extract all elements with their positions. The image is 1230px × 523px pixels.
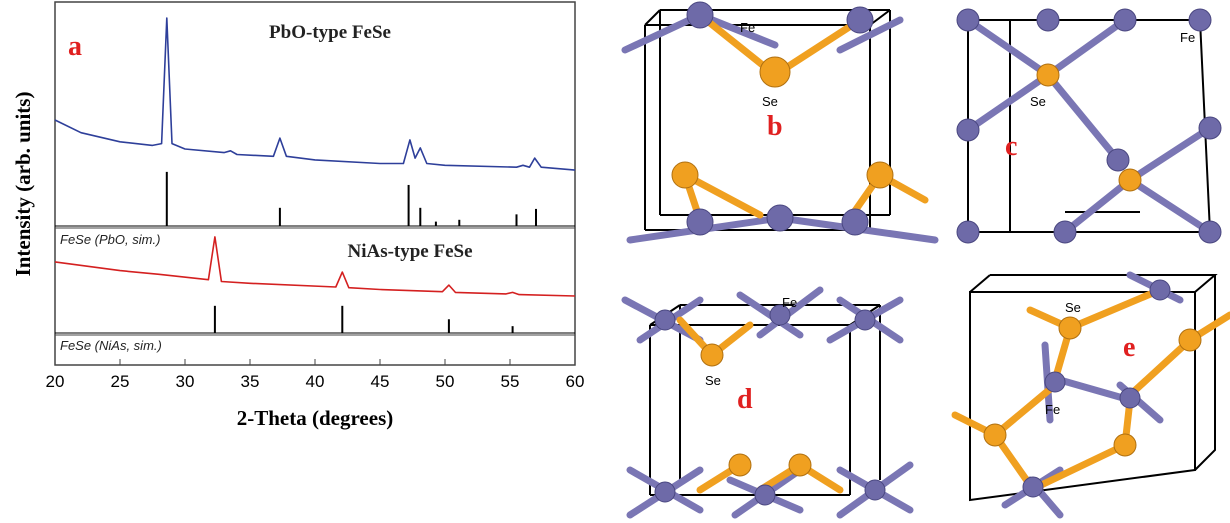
atom [1199, 221, 1221, 243]
atom [655, 482, 675, 502]
atom-label: Se [1030, 94, 1046, 109]
atom [1037, 64, 1059, 86]
atom [855, 310, 875, 330]
x-tick-label: 25 [111, 372, 130, 391]
atom [1120, 388, 1140, 408]
bond [968, 20, 1048, 75]
atom [1179, 329, 1201, 351]
atom [755, 485, 775, 505]
atom [687, 2, 713, 28]
atom [760, 57, 790, 87]
panel-label: b [767, 111, 783, 142]
atom-label: Fe [782, 295, 797, 310]
x-tick-label: 55 [501, 372, 520, 391]
atom-label: Fe [1045, 402, 1060, 417]
y-axis-label: Intensity (arb. units) [11, 92, 35, 277]
series-label: FeSe (NiAs, sim.) [60, 338, 162, 353]
bond [1048, 20, 1125, 75]
figure: a 2-Theta (degrees) Intensity (arb. unit… [0, 0, 1230, 523]
atom [729, 454, 751, 476]
panel-label: a [68, 31, 82, 62]
bond [1130, 128, 1210, 180]
x-tick-label: 45 [371, 372, 390, 391]
atom [655, 310, 675, 330]
atom [789, 454, 811, 476]
structure-e: e Se Fe [955, 275, 1230, 515]
atom-label: Se [1065, 300, 1081, 315]
panel-label: d [737, 384, 753, 415]
atom [847, 7, 873, 33]
atom [1114, 434, 1136, 456]
structure-d: d Fe Se [625, 290, 910, 515]
series-label: PbO-type FeSe [269, 22, 391, 43]
atom [1189, 9, 1211, 31]
panel-label: e [1123, 332, 1135, 363]
x-tick-label: 35 [241, 372, 260, 391]
atom [1045, 372, 1065, 392]
atom [767, 205, 793, 231]
bond [1065, 180, 1130, 232]
atom-label: Fe [1180, 30, 1195, 45]
atom [1150, 280, 1170, 300]
atom [1059, 317, 1081, 339]
atom [865, 480, 885, 500]
series-label: NiAs-type FeSe [347, 241, 472, 262]
panel-label: c [1005, 131, 1017, 162]
atom [984, 424, 1006, 446]
atom [1107, 149, 1129, 171]
atom [957, 119, 979, 141]
atom [672, 162, 698, 188]
atom-label: Se [762, 94, 778, 109]
atom [957, 221, 979, 243]
atom [1114, 9, 1136, 31]
x-tick-label: 40 [306, 372, 325, 391]
plot-frame [55, 2, 575, 365]
atom [1023, 477, 1043, 497]
bond [1048, 75, 1118, 160]
structure-c: c Se Fe [957, 9, 1221, 243]
x-axis-label: 2-Theta (degrees) [237, 406, 394, 430]
atom [842, 209, 868, 235]
x-tick-label: 20 [46, 372, 65, 391]
bond [1130, 180, 1210, 232]
x-tick-label: 50 [436, 372, 455, 391]
atom-label: Fe [740, 20, 755, 35]
atom [1054, 221, 1076, 243]
atom [957, 9, 979, 31]
atom [701, 344, 723, 366]
atom [687, 209, 713, 235]
atom [1199, 117, 1221, 139]
x-tick-label: 30 [176, 372, 195, 391]
atom [867, 162, 893, 188]
xrd-panel: a 2-Theta (degrees) Intensity (arb. unit… [11, 2, 575, 430]
x-tick-label: 60 [566, 372, 585, 391]
atom-label: Se [705, 373, 721, 388]
atom [1037, 9, 1059, 31]
atom [1119, 169, 1141, 191]
series-label: FeSe (PbO, sim.) [60, 232, 160, 247]
structure-b: b Fe Se [625, 2, 935, 240]
